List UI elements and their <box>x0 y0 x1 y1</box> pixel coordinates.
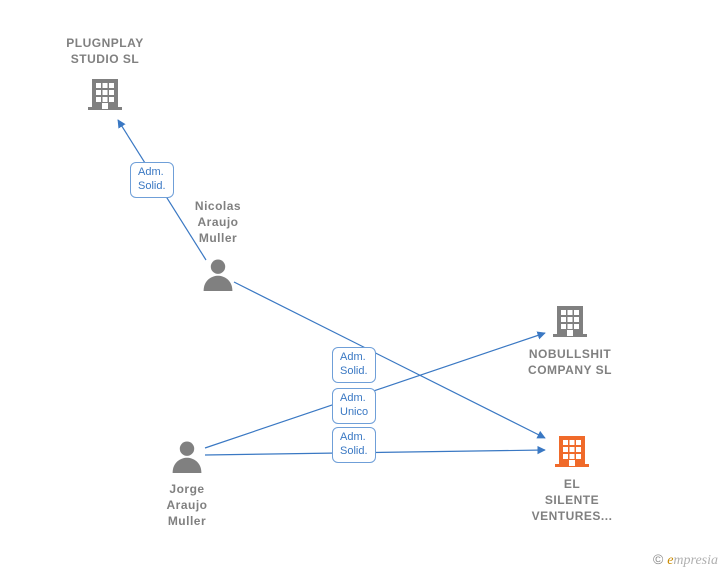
building-icon <box>85 73 125 113</box>
node-plugnplay[interactable]: PLUGNPLAY STUDIO SL <box>45 35 165 113</box>
edge-label-e2: Adm. Solid. <box>332 347 376 383</box>
person-icon <box>198 253 238 293</box>
edge-label-e3: Adm. Unico <box>332 388 376 424</box>
node-label-nobullshit: NOBULLSHIT COMPANY SL <box>528 346 612 378</box>
node-nobullshit[interactable]: NOBULLSHIT COMPANY SL <box>510 300 630 378</box>
node-label-jorge: Jorge Araujo Muller <box>166 481 207 530</box>
building-icon <box>552 430 592 470</box>
node-nicolas[interactable]: Nicolas Araujo Muller <box>158 198 278 293</box>
brand-rest: mpresia <box>673 553 718 568</box>
building-icon <box>550 300 590 340</box>
building-icon <box>85 73 125 113</box>
node-label-elsilente: EL SILENTE VENTURES... <box>532 476 613 525</box>
watermark: © empresia <box>653 551 718 569</box>
person-icon <box>167 435 207 475</box>
building-icon <box>552 430 592 470</box>
edge-label-e1: Adm. Solid. <box>130 162 174 198</box>
building-icon <box>550 300 590 340</box>
node-jorge[interactable]: Jorge Araujo Muller <box>127 435 247 530</box>
node-label-plugnplay: PLUGNPLAY STUDIO SL <box>66 35 143 67</box>
node-elsilente[interactable]: EL SILENTE VENTURES... <box>512 430 632 525</box>
edge-label-e4: Adm. Solid. <box>332 427 376 463</box>
copyright-symbol: © <box>653 551 663 567</box>
person-icon <box>169 437 205 473</box>
node-label-nicolas: Nicolas Araujo Muller <box>195 198 241 247</box>
person-icon <box>200 255 236 291</box>
edge-e2 <box>234 282 545 438</box>
